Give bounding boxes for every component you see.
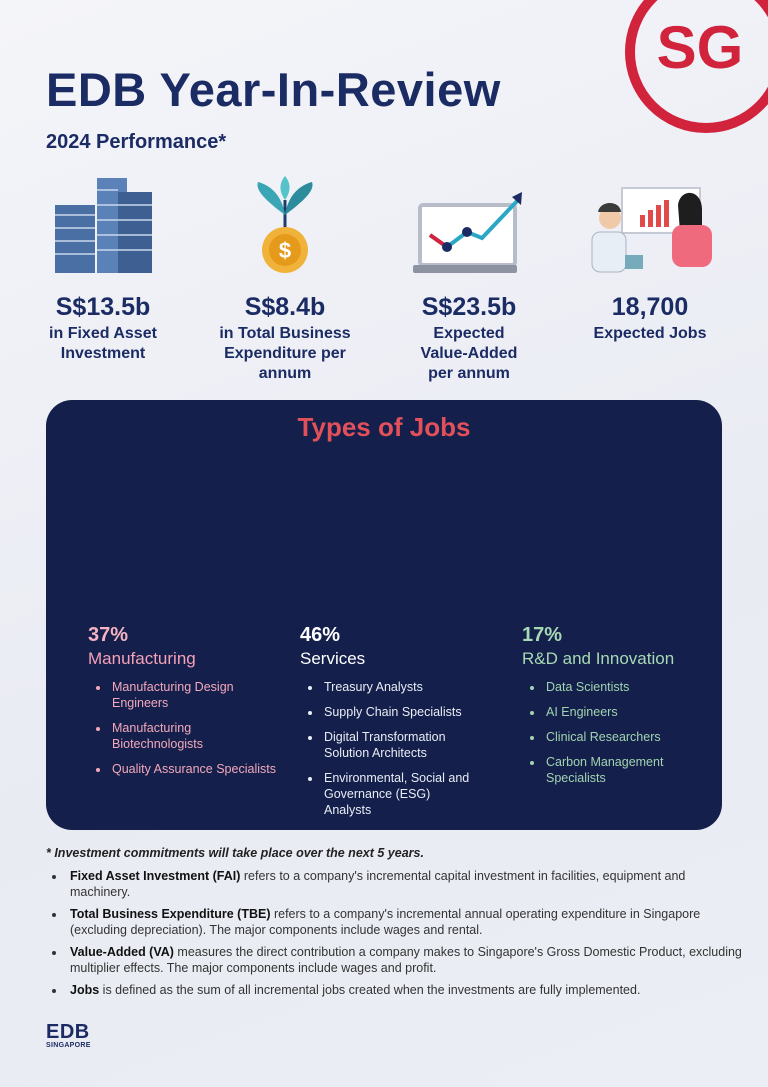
stat-value: S$23.5b [421, 293, 517, 321]
stat-label: in Fixed Asset Investment [49, 325, 157, 362]
edb-logo-text: EDB [46, 1021, 90, 1043]
laptop-icon [413, 192, 522, 273]
stat: S$23.5b Expected Value-Added per annum [384, 293, 554, 384]
job-column: 17% R&D and Innovation Data Scientists A… [522, 624, 702, 795]
stat-label: in Total Business Expenditure per annum [219, 325, 351, 382]
job-item: Data Scientists [544, 679, 702, 695]
job-column: 46% Services Treasury Analysts Supply Ch… [300, 624, 480, 827]
page-title: EDB Year-In-Review [46, 63, 501, 116]
job-item: Clinical Researchers [544, 729, 702, 745]
stat: 18,700 Expected Jobs [565, 293, 735, 344]
job-item: Carbon Management Specialists [544, 754, 702, 786]
job-item: Environmental, Social and Governance (ES… [322, 770, 480, 818]
job-item: AI Engineers [544, 704, 702, 720]
stat: S$8.4b in Total Business Expenditure per… [200, 293, 370, 384]
job-sector: Manufacturing [88, 649, 196, 668]
job-item: Manufacturing Design Engineers [110, 679, 278, 711]
note-term: Jobs [70, 983, 100, 997]
note-text: refers to a company's incremental capita… [70, 869, 686, 899]
job-percent: 46% [300, 624, 341, 646]
logo-ring [625, 0, 768, 133]
building-icon [55, 178, 152, 273]
plant-icon: $ [257, 176, 313, 273]
job-item: Quality Assurance Specialists [110, 761, 278, 777]
page-subtitle: 2024 Performance* [46, 131, 227, 153]
job-percent: 17% [522, 624, 563, 646]
note: Total Business Expenditure (TBE) refers … [66, 906, 746, 938]
presenters-icon [591, 187, 712, 273]
logo-text: SG [657, 14, 744, 81]
job-sector: R&D and Innovation [522, 649, 675, 668]
job-list: Treasury Analysts Supply Chain Specialis… [300, 679, 480, 818]
note-text: is defined as the sum of all incremental… [99, 983, 641, 997]
jobs-title: Types of Jobs [297, 412, 471, 442]
job-item: Manufacturing Biotechnologists [110, 720, 278, 752]
note-term: Value-Added (VA) [70, 945, 174, 959]
job-item: Supply Chain Specialists [322, 704, 480, 720]
job-percent: 37% [88, 624, 129, 646]
footnote: * Investment commitments will take place… [46, 846, 424, 860]
jobs-panel [46, 400, 722, 830]
job-item: Digital Transformation Solution Architec… [322, 729, 480, 761]
note-text: measures the direct contribution a compa… [70, 945, 742, 975]
note-term: Total Business Expenditure (TBE) [70, 907, 271, 921]
stat-label: Expected Jobs [593, 325, 707, 342]
svg-text:$: $ [279, 238, 291, 263]
stat-value: 18,700 [611, 293, 689, 321]
stat-value: S$13.5b [55, 293, 151, 321]
stat: S$13.5b in Fixed Asset Investment [18, 293, 188, 364]
edb-logo: EDB SINGAPORE [46, 1022, 91, 1049]
job-list: Data Scientists AI Engineers Clinical Re… [522, 679, 702, 786]
notes: Fixed Asset Investment (FAI) refers to a… [46, 868, 746, 1004]
job-sector: Services [300, 649, 366, 668]
note-term: Fixed Asset Investment (FAI) [70, 869, 241, 883]
job-column: 37% Manufacturing Manufacturing Design E… [88, 624, 278, 786]
stat-label: Expected Value-Added per annum [420, 325, 518, 382]
note-text: refers to a company's incremental annual… [70, 907, 701, 937]
note: Value-Added (VA) measures the direct con… [66, 944, 746, 976]
stat-value: S$8.4b [244, 293, 326, 321]
job-item: Treasury Analysts [322, 679, 480, 695]
job-list: Manufacturing Design Engineers Manufactu… [88, 679, 278, 777]
edb-logo-sub: SINGAPORE [46, 1042, 91, 1049]
note: Fixed Asset Investment (FAI) refers to a… [66, 868, 746, 900]
note: Jobs is defined as the sum of all increm… [66, 982, 746, 998]
